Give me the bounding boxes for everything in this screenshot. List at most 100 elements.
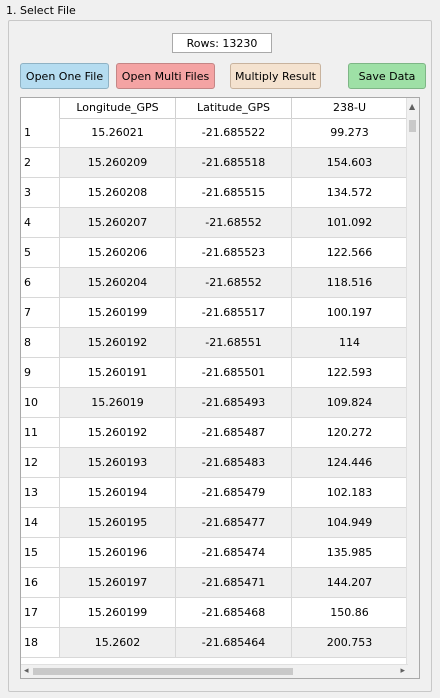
latitude-cell[interactable]: -21.685474 <box>176 538 292 568</box>
u238-cell[interactable]: 124.446 <box>292 448 408 478</box>
longitude-cell[interactable]: 15.2602 <box>60 628 176 658</box>
table-row[interactable]: 18 15.2602 -21.685464 200.753 <box>21 628 408 658</box>
scroll-left-icon[interactable]: ◂ <box>24 666 29 676</box>
u238-cell[interactable]: 122.593 <box>292 358 408 388</box>
u238-cell[interactable]: 109.824 <box>292 388 408 418</box>
u238-cell[interactable]: 99.273 <box>292 118 408 148</box>
u238-cell[interactable]: 100.197 <box>292 298 408 328</box>
row-index-cell[interactable]: 16 <box>21 568 60 598</box>
u238-cell[interactable]: 144.207 <box>292 568 408 598</box>
row-index-cell[interactable]: 9 <box>21 358 60 388</box>
table-row[interactable]: 2 15.260209 -21.685518 154.603 <box>21 148 408 178</box>
table-row[interactable]: 14 15.260195 -21.685477 104.949 <box>21 508 408 538</box>
open-multi-files-button[interactable]: Open Multi Files <box>116 63 215 89</box>
row-index-cell[interactable]: 11 <box>21 418 60 448</box>
table-row[interactable]: 7 15.260199 -21.685517 100.197 <box>21 298 408 328</box>
row-index-cell[interactable]: 3 <box>21 178 60 208</box>
u238-cell[interactable]: 114 <box>292 328 408 358</box>
table-row[interactable]: 9 15.260191 -21.685501 122.593 <box>21 358 408 388</box>
longitude-cell[interactable]: 15.260207 <box>60 208 176 238</box>
save-data-button[interactable]: Save Data <box>348 63 426 89</box>
latitude-cell[interactable]: -21.68552 <box>176 268 292 298</box>
longitude-cell[interactable]: 15.260196 <box>60 538 176 568</box>
row-index-cell[interactable]: 5 <box>21 238 60 268</box>
latitude-cell[interactable]: -21.68552 <box>176 208 292 238</box>
u238-cell[interactable]: 134.572 <box>292 178 408 208</box>
scroll-up-icon[interactable]: ▲ <box>409 102 416 111</box>
longitude-cell[interactable]: 15.260197 <box>60 568 176 598</box>
column-header-238u[interactable]: 238-U <box>292 98 408 118</box>
longitude-cell[interactable]: 15.260194 <box>60 478 176 508</box>
latitude-cell[interactable]: -21.685517 <box>176 298 292 328</box>
row-index-cell[interactable]: 10 <box>21 388 60 418</box>
latitude-cell[interactable]: -21.685522 <box>176 118 292 148</box>
open-one-file-button[interactable]: Open One File <box>20 63 109 89</box>
table-row[interactable]: 5 15.260206 -21.685523 122.566 <box>21 238 408 268</box>
u238-cell[interactable]: 154.603 <box>292 148 408 178</box>
u238-cell[interactable]: 135.985 <box>292 538 408 568</box>
table-row[interactable]: 8 15.260192 -21.68551 114 <box>21 328 408 358</box>
longitude-cell[interactable]: 15.260191 <box>60 358 176 388</box>
latitude-cell[interactable]: -21.685523 <box>176 238 292 268</box>
latitude-cell[interactable]: -21.685487 <box>176 418 292 448</box>
latitude-cell[interactable]: -21.685493 <box>176 388 292 418</box>
row-index-cell[interactable]: 1 <box>21 118 60 148</box>
longitude-cell[interactable]: 15.260199 <box>60 298 176 328</box>
scroll-right-icon[interactable]: ▸ <box>400 666 405 676</box>
longitude-cell[interactable]: 15.260204 <box>60 268 176 298</box>
column-header-latitude[interactable]: Latitude_GPS <box>176 98 292 118</box>
table-row[interactable]: 17 15.260199 -21.685468 150.86 <box>21 598 408 628</box>
latitude-cell[interactable]: -21.685515 <box>176 178 292 208</box>
u238-cell[interactable]: 150.86 <box>292 598 408 628</box>
row-index-cell[interactable]: 2 <box>21 148 60 178</box>
row-index-cell[interactable]: 18 <box>21 628 60 658</box>
row-index-cell[interactable]: 6 <box>21 268 60 298</box>
longitude-cell[interactable]: 15.26021 <box>60 118 176 148</box>
longitude-cell[interactable]: 15.260192 <box>60 418 176 448</box>
table-row[interactable]: 12 15.260193 -21.685483 124.446 <box>21 448 408 478</box>
table-row[interactable]: 1 15.26021 -21.685522 99.273 <box>21 118 408 148</box>
u238-cell[interactable]: 118.516 <box>292 268 408 298</box>
u238-cell[interactable]: 102.183 <box>292 478 408 508</box>
longitude-cell[interactable]: 15.260209 <box>60 148 176 178</box>
latitude-cell[interactable]: -21.685501 <box>176 358 292 388</box>
row-index-cell[interactable]: 17 <box>21 598 60 628</box>
table-row[interactable]: 15 15.260196 -21.685474 135.985 <box>21 538 408 568</box>
latitude-cell[interactable]: -21.685464 <box>176 628 292 658</box>
header-corner[interactable] <box>21 98 60 118</box>
multiply-result-button[interactable]: Multiply Result <box>230 63 321 89</box>
latitude-cell[interactable]: -21.685518 <box>176 148 292 178</box>
longitude-cell[interactable]: 15.260208 <box>60 178 176 208</box>
horizontal-scroll-thumb[interactable] <box>33 668 293 675</box>
u238-cell[interactable]: 200.753 <box>292 628 408 658</box>
longitude-cell[interactable]: 15.26019 <box>60 388 176 418</box>
longitude-cell[interactable]: 15.260193 <box>60 448 176 478</box>
longitude-cell[interactable]: 15.260199 <box>60 598 176 628</box>
row-index-cell[interactable]: 4 <box>21 208 60 238</box>
horizontal-scrollbar[interactable]: ◂ ▸ <box>21 664 408 678</box>
longitude-cell[interactable]: 15.260206 <box>60 238 176 268</box>
latitude-cell[interactable]: -21.685479 <box>176 478 292 508</box>
vertical-scrollbar[interactable]: ▲ <box>406 98 419 666</box>
u238-cell[interactable]: 104.949 <box>292 508 408 538</box>
row-index-cell[interactable]: 8 <box>21 328 60 358</box>
u238-cell[interactable]: 122.566 <box>292 238 408 268</box>
row-index-cell[interactable]: 12 <box>21 448 60 478</box>
longitude-cell[interactable]: 15.260195 <box>60 508 176 538</box>
table-row[interactable]: 16 15.260197 -21.685471 144.207 <box>21 568 408 598</box>
table-row[interactable]: 11 15.260192 -21.685487 120.272 <box>21 418 408 448</box>
table-row[interactable]: 3 15.260208 -21.685515 134.572 <box>21 178 408 208</box>
row-index-cell[interactable]: 7 <box>21 298 60 328</box>
u238-cell[interactable]: 101.092 <box>292 208 408 238</box>
table-row[interactable]: 13 15.260194 -21.685479 102.183 <box>21 478 408 508</box>
longitude-cell[interactable]: 15.260192 <box>60 328 176 358</box>
latitude-cell[interactable]: -21.685483 <box>176 448 292 478</box>
data-table[interactable]: Longitude_GPS Latitude_GPS 238-U 1 15.260… <box>20 97 420 679</box>
latitude-cell[interactable]: -21.685471 <box>176 568 292 598</box>
latitude-cell[interactable]: -21.685477 <box>176 508 292 538</box>
table-row[interactable]: 4 15.260207 -21.68552 101.092 <box>21 208 408 238</box>
row-index-cell[interactable]: 13 <box>21 478 60 508</box>
table-row[interactable]: 6 15.260204 -21.68552 118.516 <box>21 268 408 298</box>
table-row[interactable]: 10 15.26019 -21.685493 109.824 <box>21 388 408 418</box>
row-index-cell[interactable]: 14 <box>21 508 60 538</box>
